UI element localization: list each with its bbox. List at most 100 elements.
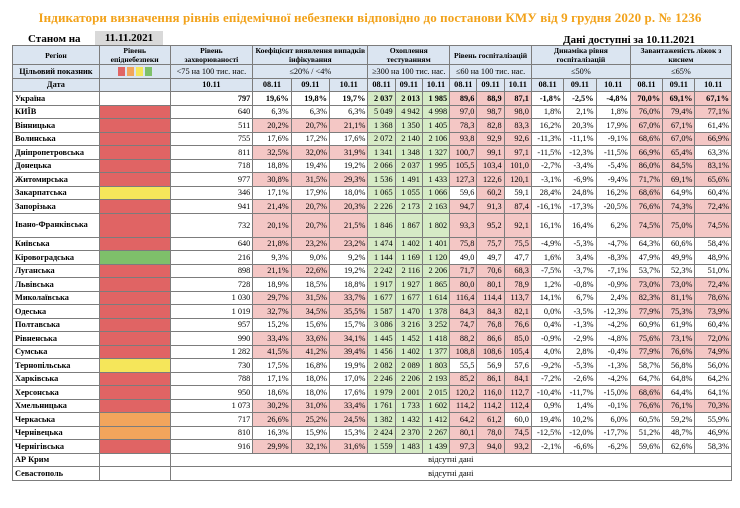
table-row: КИЇВ 640 6,3% 6,3% 6,3% 5 049 4 942 4 998 97,0 98… (12, 104, 732, 119)
bed-load-value: 64,8% (662, 371, 696, 386)
bed-load-value: 66,9% (694, 131, 732, 146)
hosp-dynamics-value: 1,4% (563, 398, 597, 413)
testing-value: 2 193 (421, 371, 451, 386)
hosp-value: 114,2 (449, 398, 478, 413)
date-col: 09.11 (290, 77, 331, 92)
testing-value: 2 242 (367, 263, 396, 278)
hosp-dynamics-value: -4,7% (595, 236, 631, 251)
hosp-value: 127,3 (449, 172, 478, 187)
testing-value: 5 049 (367, 104, 396, 119)
detection-value: 20,7% (290, 199, 331, 214)
hosp-dynamics-value: -15,0% (595, 385, 631, 400)
detection-value: 18,0% (329, 185, 369, 200)
hosp-dynamics-value: -20,5% (595, 199, 631, 214)
testing-value: 2 267 (421, 425, 451, 440)
bed-load-value: 49,9% (662, 250, 696, 265)
hosp-dynamics-value: -2,6% (563, 371, 597, 386)
region-name: Херсонська (12, 385, 100, 400)
detection-value: 30,2% (252, 398, 292, 413)
testing-value: 1 559 (367, 439, 396, 454)
detection-value: 15,7% (329, 317, 369, 332)
hosp-dynamics-value: 16,1% (530, 212, 565, 238)
detection-value: 19,8% (290, 91, 331, 106)
bed-load-value: 77,9% (629, 304, 664, 319)
detection-value: 15,6% (290, 317, 331, 332)
date-label: Дата (12, 77, 100, 92)
bed-load-value: 82,3% (629, 290, 664, 305)
bed-load-value: 68,6% (629, 185, 664, 200)
hosp-value: 94,0 (476, 439, 505, 454)
hosp-dynamics-value: -12,3% (595, 304, 631, 319)
incidence-value: 990 (169, 331, 254, 346)
bed-load-value: 52,3% (662, 263, 696, 278)
hosp-dynamics-value: -16,1% (530, 199, 565, 214)
testing-value: 1 055 (394, 185, 423, 200)
testing-value: 1 144 (367, 250, 396, 265)
bed-load-value: 73,1% (662, 331, 696, 346)
testing-value: 1 402 (394, 236, 423, 251)
bed-load-value: 64,9% (662, 185, 696, 200)
danger-level-cell (98, 250, 171, 265)
detection-value: 41,5% (252, 344, 292, 359)
bed-load-value: 70,3% (694, 398, 732, 413)
hosp-value: 78,3 (449, 118, 478, 133)
detection-value: 18,9% (252, 277, 292, 292)
hosp-value: 112,4 (503, 398, 532, 413)
hosp-dynamics-value: -11,7% (563, 385, 597, 400)
hosp-value: 112,7 (503, 385, 532, 400)
date-col: 10.11 (503, 77, 532, 92)
date-col: 09.11 (563, 77, 597, 92)
testing-value: 3 252 (421, 317, 451, 332)
hosp-value: 114,2 (476, 398, 505, 413)
header-testing: Охоплення тестуванням (367, 45, 451, 65)
testing-value: 1 456 (367, 344, 396, 359)
region-name: Миколаївська (12, 290, 100, 305)
detection-value: 17,5% (252, 358, 292, 373)
bed-load-value: 64,3% (629, 236, 664, 251)
hosp-dynamics-value: -6,6% (563, 439, 597, 454)
region-name: Вінницька (12, 118, 100, 133)
detection-value: 33,4% (329, 398, 369, 413)
testing-value: 1 491 (394, 172, 423, 187)
hosp-value: 92,6 (503, 131, 532, 146)
hosp-value: 98,0 (503, 104, 532, 119)
hosp-value: 87,4 (503, 199, 532, 214)
detection-value: 16,8% (290, 358, 331, 373)
hosp-value: 75,5 (503, 236, 532, 251)
bed-load-value: 64,1% (694, 385, 732, 400)
testing-value: 1 802 (421, 212, 451, 238)
region-name: Харківська (12, 371, 100, 386)
detection-value: 34,1% (329, 331, 369, 346)
hosp-dynamics-value: 10,2% (563, 412, 597, 427)
table-row-no-data: АР Крим відсутні дані (12, 452, 732, 467)
hosp-value: 60,2 (476, 185, 505, 200)
detection-value: 17,6% (252, 131, 292, 146)
bed-load-value: 68,6% (629, 385, 664, 400)
detection-value: 32,1% (290, 439, 331, 454)
table-row: Івано-Франківська 732 20,1% 20,7% 21,5% 1 846… (12, 212, 732, 238)
region-name: Донецька (12, 158, 100, 173)
detection-value: 21,5% (329, 212, 369, 238)
hosp-value: 101,0 (503, 158, 532, 173)
hosp-value: 80,1 (476, 277, 505, 292)
detection-value: 39,4% (329, 344, 369, 359)
hosp-dynamics-value: 20,3% (563, 118, 597, 133)
region-name: Одеська (12, 304, 100, 319)
date-danger-level (98, 77, 171, 92)
testing-value: 1 432 (394, 412, 423, 427)
region-name: Полтавська (12, 317, 100, 332)
bed-load-value: 55,9% (694, 412, 732, 427)
table-row: Дніпропетровська 811 32,5% 32,0% 31,9% 1 341 1… (12, 145, 732, 160)
no-data-cell: відсутні дані (169, 452, 732, 467)
bed-load-value: 74,3% (662, 199, 696, 214)
detection-value: 17,0% (329, 371, 369, 386)
testing-value: 2 246 (367, 371, 396, 386)
hosp-dynamics-value: 24,8% (563, 185, 597, 200)
target-label: Цільовий показник (12, 64, 100, 79)
legend-orange-swatch (126, 67, 134, 77)
detection-value: 19,4% (290, 158, 331, 173)
bed-load-value: 58,3% (694, 439, 732, 454)
hosp-value: 84,1 (503, 371, 532, 386)
bed-load-value: 76,6% (629, 199, 664, 214)
bed-load-value: 75,3% (662, 304, 696, 319)
